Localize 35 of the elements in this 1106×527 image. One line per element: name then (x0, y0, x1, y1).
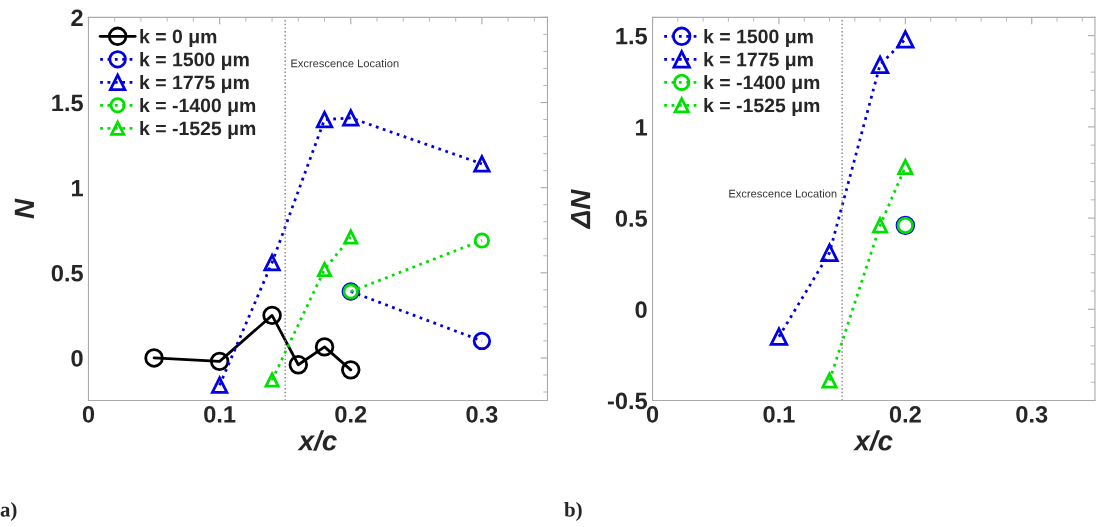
ref-line-label: Excrescence Location (729, 189, 837, 198)
x-tick-label: 0 (646, 406, 659, 423)
legend-label: k = -1400 μm (704, 75, 820, 94)
text: b) (564, 502, 582, 521)
x-tick-label: 0 (82, 406, 95, 423)
y-tick-label: 2 (71, 9, 83, 26)
y-tick-label: 1.5 (616, 27, 648, 45)
x-tick-label: 0.1 (204, 406, 236, 423)
legend-label: k = 1775 μm (140, 75, 249, 94)
legend-label: k = 1775 μm (704, 52, 813, 71)
x-axis-title: x/c (297, 430, 337, 451)
x-tick-label: 0.1 (763, 406, 795, 423)
y-axis-title: N (14, 198, 34, 219)
y-axis-title: ΔN (571, 189, 591, 230)
y-tick-label: 0 (71, 350, 83, 367)
x-tick-label: 0.3 (466, 406, 498, 423)
y-tick-label: 1 (636, 119, 648, 136)
x-tick-label: 0.2 (335, 406, 367, 423)
x-tick-label: 0.3 (1016, 406, 1048, 423)
legend-label: k = -1525 μm (140, 121, 256, 140)
ref-line-label: Excrescence Location (291, 59, 399, 68)
legend-label: k = -1525 μm (704, 98, 820, 117)
y-tick-label: 0.5 (615, 210, 648, 227)
x-axis-title: x/c (853, 430, 893, 451)
y-tick-label: -0.5 (607, 392, 648, 410)
x-tick-label: 0.2 (889, 406, 921, 423)
y-tick-label: 1.5 (52, 94, 83, 112)
legend-label: k = 1500 μm (704, 29, 813, 48)
y-tick-label: 0.5 (51, 264, 83, 282)
y-tick-label: 0 (635, 301, 647, 319)
legend-label: k = -1400 μm (140, 98, 256, 117)
legend-label: k = 0 μm (140, 29, 217, 48)
legend-label: k = 1500 μm (140, 52, 249, 71)
text: a) (0, 502, 17, 521)
y-tick-label: 1 (71, 179, 83, 197)
